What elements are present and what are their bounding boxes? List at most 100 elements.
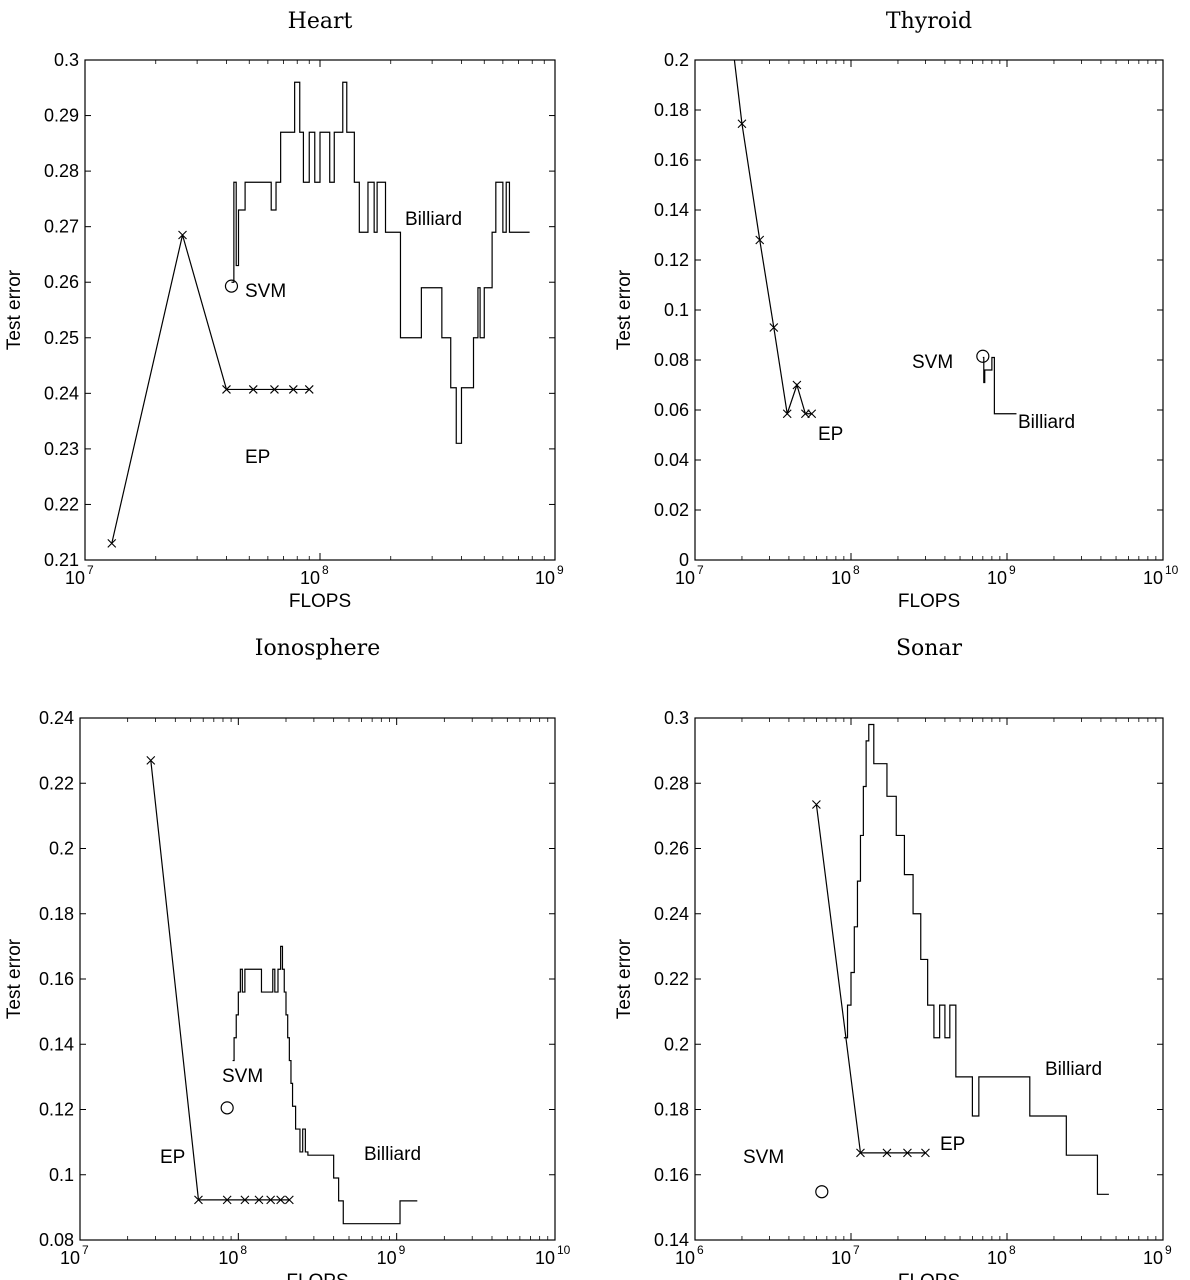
y-tick-label: 0.08 — [654, 350, 689, 370]
y-tick-label: 0.26 — [44, 272, 79, 292]
svg-text:6: 6 — [697, 1243, 704, 1257]
heart-x-axis-label: FLOPS — [289, 591, 351, 612]
y-tick-label: 0.04 — [654, 450, 689, 470]
x-tick-label: 10 8 — [987, 1243, 1016, 1268]
x-tick-label: 10 9 — [535, 563, 564, 588]
x-tick-label: 10 9 — [1143, 1243, 1172, 1268]
y-tick-label: 0.28 — [44, 161, 79, 181]
svg-text:9: 9 — [1009, 563, 1016, 577]
ionosphere-ep-marker — [276, 1195, 286, 1205]
x-tick-label: 10 9 — [987, 563, 1016, 588]
svg-text:8: 8 — [240, 1243, 247, 1257]
x-tick-label: 10 10 — [535, 1243, 571, 1268]
sonar-title: Sonar — [896, 636, 963, 661]
sonar-y-axis-label: Test error — [614, 938, 635, 1019]
svg-text:10: 10 — [377, 1248, 397, 1268]
sonar-ep-marker — [882, 1148, 892, 1158]
thyroid-title: Thyroid — [886, 9, 972, 34]
y-tick-label: 0.1 — [664, 300, 689, 320]
heart-ep-marker — [304, 385, 314, 394]
x-tick-label: 10 8 — [218, 1243, 247, 1268]
y-tick-label: 0.18 — [654, 1100, 689, 1120]
svg-text:7: 7 — [697, 563, 704, 577]
x-tick-label: 10 6 — [675, 1243, 704, 1268]
ionosphere-svm-label: SVM — [222, 1066, 263, 1087]
svg-text:10: 10 — [535, 568, 555, 588]
svg-text:10: 10 — [987, 568, 1007, 588]
svg-text:10: 10 — [60, 1248, 80, 1268]
svg-text:7: 7 — [82, 1243, 89, 1257]
y-tick-label: 0.02 — [654, 500, 689, 520]
thyroid-ep-label: EP — [818, 424, 843, 445]
y-tick-label: 0.3 — [664, 708, 689, 728]
sonar-ep-marker — [921, 1148, 930, 1158]
x-tick-label: 10 9 — [377, 1243, 406, 1268]
y-tick-label: 0.2 — [49, 839, 74, 859]
x-tick-label: 10 7 — [831, 1243, 860, 1268]
sonar-billiard-label: Billiard — [1045, 1059, 1102, 1080]
ionosphere-ep-marker — [146, 756, 156, 765]
svg-text:10: 10 — [831, 568, 851, 588]
y-tick-label: 0.14 — [654, 1230, 689, 1250]
y-tick-label: 0.08 — [39, 1230, 74, 1250]
y-tick-label: 0.16 — [39, 969, 74, 989]
thyroid-ep-marker — [729, 44, 737, 52]
ionosphere-ep-line — [150, 760, 290, 1201]
ionosphere-ep-marker — [266, 1195, 276, 1205]
thyroid-billiard-line — [982, 356, 1017, 415]
ionosphere-title: Ionosphere — [255, 636, 380, 661]
thyroid-svm-label: SVM — [912, 352, 953, 373]
thyroid-plot-frame — [694, 59, 1164, 561]
sonar-billiard-line — [843, 723, 1109, 1195]
heart-billiard-label: Billiard — [405, 209, 462, 230]
ionosphere-ep-marker — [240, 1195, 250, 1205]
x-tick-label: 10 8 — [300, 563, 329, 588]
svg-text:7: 7 — [87, 563, 94, 577]
y-tick-label: 0 — [679, 550, 689, 570]
thyroid-svm-point — [976, 349, 990, 363]
ionosphere-ep-marker — [222, 1195, 232, 1205]
sonar-ep-marker — [812, 800, 821, 809]
y-tick-label: 0.2 — [664, 50, 689, 70]
ionosphere-ep-marker — [284, 1195, 294, 1205]
sonar-ep-marker — [856, 1148, 865, 1158]
ionosphere-chart: Ionosphere 0.08 0.1 0.12 0.14 0.16 0.18 0.2 0.22… — [4, 636, 571, 1280]
y-tick-label: 0.28 — [654, 773, 689, 793]
y-tick-label: 0.24 — [654, 904, 689, 924]
thyroid-ep-marker — [807, 409, 817, 419]
heart-ep-marker — [270, 385, 279, 394]
svg-text:10: 10 — [300, 568, 320, 588]
svg-text:10: 10 — [987, 1248, 1007, 1268]
x-tick-label: 10 7 — [65, 563, 94, 588]
x-tick-label: 10 10 — [1143, 563, 1179, 588]
thyroid-ep-marker — [755, 235, 765, 245]
thyroid-billiard-label: Billiard — [1018, 412, 1075, 433]
x-tick-label: 10 7 — [60, 1243, 89, 1268]
ionosphere-x-axis-label: FLOPS — [286, 1271, 348, 1280]
y-tick-label: 0.3 — [54, 50, 79, 70]
thyroid-ep-marker — [737, 119, 747, 129]
heart-ep-label: EP — [245, 447, 270, 468]
ionosphere-ep-marker — [194, 1195, 203, 1205]
ionosphere-billiard-label: Billiard — [364, 1144, 421, 1165]
sonar-svm-point — [815, 1185, 829, 1199]
heart-svm-point — [224, 279, 239, 293]
svg-text:9: 9 — [399, 1243, 406, 1257]
y-tick-label: 0.12 — [39, 1100, 74, 1120]
ionosphere-svm-point — [220, 1101, 234, 1115]
y-tick-label: 0.25 — [44, 328, 79, 348]
svg-text:9: 9 — [557, 563, 564, 577]
thyroid-chart: Thyroid 0 0.02 0.04 0.06 0.08 0.1 0.12 0.14 0.16 0… — [614, 9, 1179, 612]
ionosphere-ep-marker — [254, 1195, 264, 1205]
y-tick-label: 0.16 — [654, 150, 689, 170]
heart-y-axis-label: Test error — [4, 269, 25, 350]
svg-text:10: 10 — [675, 1248, 695, 1268]
thyroid-ep-marker — [782, 409, 792, 419]
thyroid-ep-marker — [792, 380, 802, 390]
y-tick-label: 0.26 — [654, 839, 689, 859]
thyroid-ep-marker — [800, 409, 810, 419]
y-tick-label: 0.24 — [39, 708, 74, 728]
thyroid-x-axis-label: FLOPS — [898, 591, 960, 612]
ionosphere-y-axis-label: Test error — [4, 938, 25, 1019]
